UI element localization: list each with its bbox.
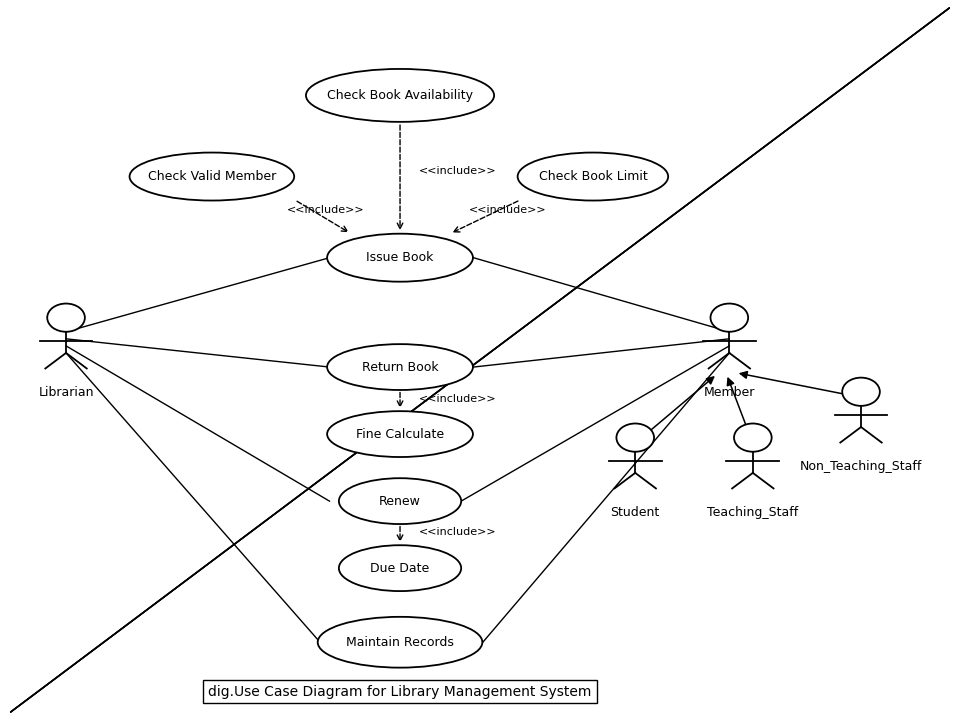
- Text: <<include>>: <<include>>: [419, 394, 496, 404]
- Text: Student: Student: [611, 506, 660, 519]
- Ellipse shape: [306, 69, 494, 122]
- Text: <<include>>: <<include>>: [419, 166, 496, 176]
- Ellipse shape: [517, 153, 668, 201]
- Text: Maintain Records: Maintain Records: [347, 636, 454, 649]
- Text: dig.Use Case Diagram for Library Management System: dig.Use Case Diagram for Library Managem…: [208, 685, 591, 698]
- Text: Check Valid Member: Check Valid Member: [148, 170, 276, 183]
- Text: Return Book: Return Book: [362, 361, 439, 374]
- Text: <<include>>: <<include>>: [468, 205, 546, 215]
- Ellipse shape: [327, 344, 473, 390]
- Text: Librarian: Librarian: [38, 386, 94, 399]
- Text: Teaching_Staff: Teaching_Staff: [708, 506, 799, 519]
- Ellipse shape: [339, 478, 461, 524]
- Circle shape: [734, 423, 772, 451]
- Text: <<include>>: <<include>>: [287, 205, 365, 215]
- Ellipse shape: [130, 153, 294, 201]
- Circle shape: [616, 423, 654, 451]
- Ellipse shape: [339, 545, 461, 591]
- Ellipse shape: [327, 234, 473, 282]
- Text: Issue Book: Issue Book: [367, 251, 434, 264]
- Text: Check Book Availability: Check Book Availability: [327, 89, 473, 102]
- Text: Non_Teaching_Staff: Non_Teaching_Staff: [800, 460, 923, 473]
- Text: Check Book Limit: Check Book Limit: [539, 170, 647, 183]
- Text: Due Date: Due Date: [371, 562, 430, 575]
- Ellipse shape: [318, 617, 482, 667]
- Circle shape: [710, 304, 748, 332]
- Text: <<include>>: <<include>>: [419, 527, 496, 537]
- Circle shape: [842, 377, 879, 406]
- Circle shape: [47, 304, 84, 332]
- Text: Fine Calculate: Fine Calculate: [356, 428, 444, 441]
- Text: Renew: Renew: [379, 495, 421, 508]
- Ellipse shape: [327, 411, 473, 457]
- Text: Member: Member: [704, 386, 755, 399]
